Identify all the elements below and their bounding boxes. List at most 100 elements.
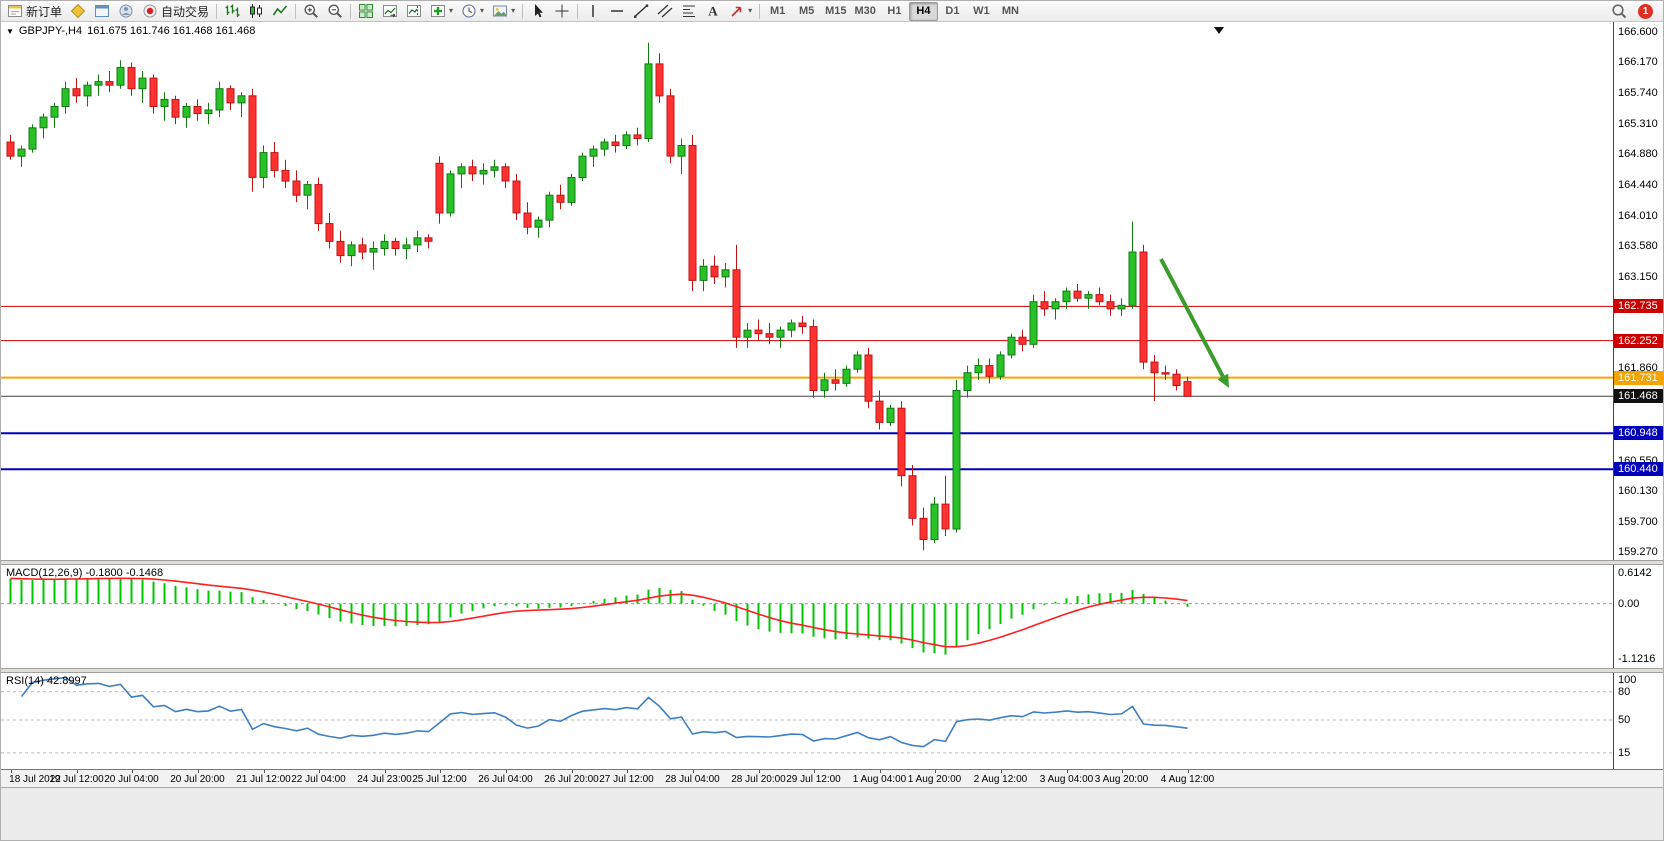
community-button[interactable] <box>114 1 138 22</box>
trendline-button[interactable] <box>629 1 653 22</box>
time-axis-label: 27 Jul 12:00 <box>599 774 654 785</box>
text-icon: A <box>708 4 718 19</box>
timeframe-button-m30[interactable]: M30 <box>854 5 876 17</box>
time-axis-label: 26 Jul 04:00 <box>478 774 533 785</box>
bar-chart-button[interactable] <box>220 1 244 22</box>
chart-dropdown-caret[interactable]: ▼ <box>6 26 14 36</box>
tile-windows-button[interactable] <box>354 1 378 22</box>
templates-button[interactable]: ▾ <box>488 1 519 22</box>
timeframe-button-mn[interactable]: MN <box>1001 5 1019 17</box>
price-axis-label: 165.310 <box>1618 118 1658 130</box>
timeframe-button-m1[interactable]: M1 <box>769 5 786 17</box>
line-chart-button[interactable] <box>268 1 292 22</box>
zoom-out-button[interactable] <box>323 1 347 22</box>
hline-price-badge: 162.252 <box>1614 334 1663 348</box>
timeframe-button-m15[interactable]: M15 <box>825 5 847 17</box>
text-label-button[interactable]: A <box>701 1 725 22</box>
notification-badge[interactable]: 1 <box>1638 3 1653 19</box>
price-chart-canvas[interactable] <box>1 22 1613 560</box>
time-axis-label: 28 Jul 20:00 <box>731 774 786 785</box>
time-axis-label: 2 Aug 12:00 <box>973 774 1028 785</box>
price-axis[interactable]: 166.600 166.170 165.740 165.310 164.880 164.4… <box>1613 22 1663 769</box>
time-axis-label: 28 Jul 04:00 <box>665 774 720 785</box>
rsi-axis-label: 100 <box>1618 674 1637 686</box>
indicators-button[interactable]: ▾ <box>426 1 457 22</box>
autotrading-button[interactable]: 自动交易 <box>138 1 213 22</box>
arrow-objects-button[interactable]: ▾ <box>725 1 756 22</box>
zoom-in-icon <box>304 4 318 18</box>
zoom-in-button[interactable] <box>299 1 323 22</box>
panel-splitter[interactable] <box>1 668 1663 673</box>
horizontal-line-button[interactable] <box>605 1 629 22</box>
toolbar-separator <box>577 3 579 19</box>
new-order-button[interactable]: 新订单 <box>3 1 66 22</box>
chart-shift-button[interactable] <box>402 1 426 22</box>
auto-scroll-icon <box>383 5 398 18</box>
cursor-button[interactable] <box>526 1 550 22</box>
price-axis-label: 164.010 <box>1618 210 1658 222</box>
search-icon <box>1612 4 1627 19</box>
time-axis[interactable]: 18 Jul 2022 19 Jul 12:00 20 Jul 04:00 20 Ju… <box>1 769 1663 787</box>
macd-axis-label: 0.00 <box>1618 598 1640 610</box>
community-icon <box>119 4 133 18</box>
time-axis-label: 4 Aug 12:00 <box>1160 774 1215 785</box>
ohlc-readout: 161.675 161.746 161.468 161.468 <box>87 25 256 37</box>
svg-text:A: A <box>708 4 718 19</box>
macd-canvas[interactable] <box>1 565 1613 668</box>
channel-icon <box>657 4 673 18</box>
fibonacci-icon <box>683 5 696 17</box>
rsi-panel[interactable]: RSI(14) 42.8997 <box>1 673 1613 769</box>
vertical-line-button[interactable] <box>581 1 605 22</box>
timeframe-button-h4[interactable]: H4 <box>908 1 938 21</box>
timeframe-button-m5[interactable]: M5 <box>798 5 815 17</box>
chart-shift-marker[interactable] <box>1214 27 1224 34</box>
trend-arrow-object[interactable] <box>1159 258 1229 388</box>
main-price-panel[interactable]: ▼ GBPJPY-,H4 161.675 161.746 161.468 161… <box>1 22 1613 560</box>
crosshair-button[interactable] <box>550 1 574 22</box>
rsi-canvas[interactable] <box>1 673 1613 769</box>
timeframe-button-w1[interactable]: W1 <box>973 5 990 17</box>
time-axis-label: 24 Jul 23:00 <box>357 774 412 785</box>
tile-windows-icon <box>359 4 374 18</box>
chart-header: ▼ GBPJPY-,H4 161.675 161.746 161.468 161… <box>6 25 255 37</box>
time-axis-label: 25 Jul 12:00 <box>412 774 467 785</box>
fibonacci-button[interactable] <box>677 1 701 22</box>
time-tick <box>439 770 441 773</box>
time-axis-label: 1 Aug 20:00 <box>907 774 962 785</box>
timeframe-button-h1[interactable]: H1 <box>887 5 902 17</box>
macd-histogram <box>9 577 1189 655</box>
metaeditor-button[interactable] <box>66 1 90 22</box>
auto-scroll-button[interactable] <box>378 1 402 22</box>
panel-splitter[interactable] <box>1 560 1663 565</box>
price-axis-label: 164.880 <box>1618 148 1658 160</box>
time-tick <box>197 770 199 773</box>
time-axis-label: 3 Aug 04:00 <box>1039 774 1094 785</box>
data-window-button[interactable] <box>90 1 114 22</box>
periods-button[interactable]: ▾ <box>457 1 488 22</box>
autotrading-icon <box>143 4 157 18</box>
price-axis-label: 159.700 <box>1618 516 1658 528</box>
rsi-axis-label: 80 <box>1618 686 1631 698</box>
search-button[interactable] <box>1607 1 1631 22</box>
time-axis-label: 29 Jul 12:00 <box>786 774 841 785</box>
template-icon <box>493 5 508 17</box>
rsi-label: RSI(14) 42.8997 <box>6 675 87 687</box>
trendline-icon <box>634 4 649 18</box>
metaeditor-icon <box>70 3 86 19</box>
time-tick <box>758 770 760 773</box>
price-axis-label: 164.440 <box>1618 179 1658 191</box>
equidistant-channel-button[interactable] <box>653 1 677 22</box>
candlestick-chart-button[interactable] <box>244 1 268 22</box>
macd-label: MACD(12,26,9) -0.1800 -0.1468 <box>6 567 164 579</box>
new-order-icon <box>8 5 22 17</box>
macd-panel[interactable]: MACD(12,26,9) -0.1800 -0.1468 <box>1 565 1613 668</box>
time-tick <box>76 770 78 773</box>
window-footer <box>1 787 1663 840</box>
time-tick <box>1000 770 1002 773</box>
timeframe-button-d1[interactable]: D1 <box>945 5 960 17</box>
hline-price-badge: 161.731 <box>1614 371 1663 385</box>
price-axis-label: 163.580 <box>1618 240 1658 252</box>
vline-icon <box>592 5 594 17</box>
time-tick <box>1066 770 1068 773</box>
